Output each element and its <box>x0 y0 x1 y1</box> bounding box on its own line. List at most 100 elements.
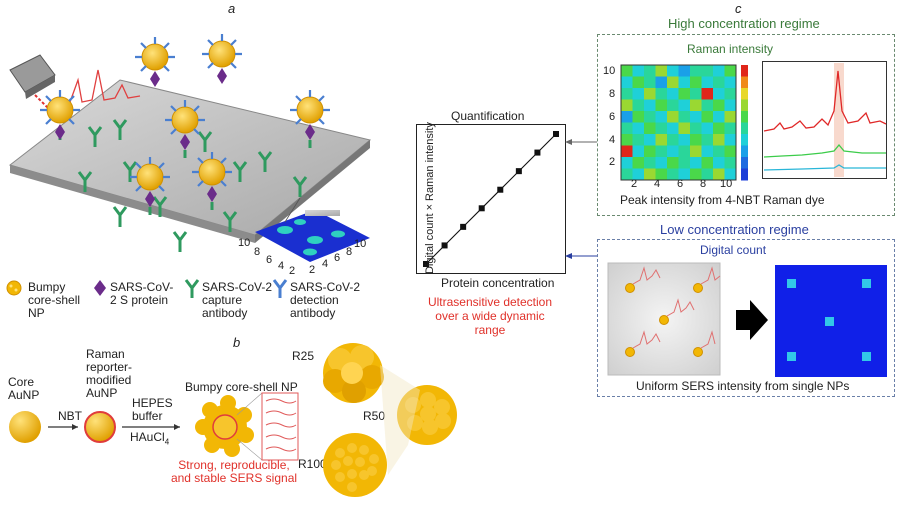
colorbar-segment <box>741 145 748 158</box>
r100-np-icon <box>323 433 387 497</box>
chart-data-point <box>497 186 504 193</box>
heatmap-cell <box>655 88 667 100</box>
colorbar-segment <box>741 99 748 112</box>
heatmap-cell <box>667 168 679 180</box>
chart-data-point <box>460 223 467 230</box>
heatmap-cell <box>713 134 725 146</box>
heatmap-cell <box>678 157 690 169</box>
heatmap-cell <box>667 99 679 111</box>
raman-spectra-plot <box>762 61 887 179</box>
heatmap-cell <box>713 65 725 77</box>
colorbar-segment <box>741 134 748 146</box>
heatmap-cell <box>655 134 667 146</box>
colorbar-segment <box>741 168 748 181</box>
bumpy-np-cross-section-icon <box>195 395 254 457</box>
heatmap-cell <box>713 99 725 111</box>
heatmap-x-tick: 4 <box>654 178 661 190</box>
heatmap-tick: 8 <box>346 246 353 258</box>
heatmap-cell <box>690 76 702 88</box>
heatmap-cell <box>724 134 736 146</box>
heatmap-cell <box>678 134 690 146</box>
heatmap-cell <box>644 111 656 123</box>
s-protein-icon <box>94 280 106 296</box>
heatmap-cell <box>678 168 690 180</box>
heatmap-cell <box>690 168 702 180</box>
heatmap-tick: 4 <box>278 260 285 272</box>
heatmap-cell <box>667 134 679 146</box>
heatmap-cell <box>644 99 656 111</box>
heatmap-cell <box>678 88 690 100</box>
colorbar-segment <box>741 76 748 89</box>
detection-antibody-icon <box>272 279 288 298</box>
heatmap-cell <box>713 76 725 88</box>
heatmap-cell <box>621 76 633 88</box>
connector-arrows <box>565 139 597 259</box>
laser-detector-icon <box>9 54 61 121</box>
heatmap-cell <box>678 111 690 123</box>
heatmap-cell <box>701 168 713 180</box>
heatmap-cell <box>690 122 702 134</box>
chart-data-point <box>534 149 541 156</box>
heatmap-cell <box>724 111 736 123</box>
heatmap-cell <box>678 65 690 77</box>
colorbar-segment <box>741 88 748 100</box>
heatmap-tick: 8 <box>254 246 261 258</box>
heatmap-cell <box>724 157 736 169</box>
heatmap-cell <box>713 88 725 100</box>
heatmap-cell <box>724 65 736 77</box>
heatmap-cell <box>690 88 702 100</box>
size-r50: R50 <box>363 409 386 423</box>
arrow-right-icon <box>736 300 768 340</box>
raman-intensity-title: Raman intensity <box>687 42 774 56</box>
heatmap-cell <box>713 168 725 180</box>
heatmap-cell <box>621 168 633 180</box>
heatmap-cell <box>667 111 679 123</box>
heatmap-cell <box>724 122 736 134</box>
heatmap-cell <box>644 145 656 157</box>
heatmap-cell <box>678 122 690 134</box>
heatmap-cell <box>644 88 656 100</box>
heatmap-tick: 4 <box>322 258 329 270</box>
legend-detection-antibody: SARS-CoV-2 detection antibody <box>290 280 361 320</box>
heatmap-cell <box>621 99 633 111</box>
colorbar-segment <box>741 65 748 77</box>
heatmap-tick: 10 <box>354 238 367 250</box>
heatmap-y-tick: 10 <box>603 65 616 77</box>
heatmap-cell <box>678 145 690 157</box>
heatmap-cell <box>621 122 633 134</box>
step-hepes: HEPES buffer <box>132 396 173 423</box>
capture-antibody-icon <box>184 279 200 298</box>
heatmap-cell <box>724 145 736 157</box>
heatmap-cell <box>632 122 644 134</box>
legend-capture-antibody: SARS-CoV-2 capture antibody <box>202 280 273 320</box>
zoom-inset <box>236 392 299 461</box>
heatmap-cell <box>632 134 644 146</box>
low-regime-box <box>597 239 895 397</box>
heatmap-cell <box>655 168 667 180</box>
heatmap-cell <box>667 65 679 77</box>
heatmap-cell <box>701 122 713 134</box>
heatmap-cell <box>632 99 644 111</box>
heatmap-cell <box>701 88 713 100</box>
heatmap-cell <box>632 76 644 88</box>
raman-aunp-icon <box>84 411 116 443</box>
heatmap-cell <box>724 88 736 100</box>
heatmap-cell <box>621 134 633 146</box>
heatmap-x-tick: 8 <box>700 178 707 190</box>
heatmap-cell <box>667 145 679 157</box>
heatmap-x-tick: 2 <box>631 178 638 190</box>
heatmap-cell <box>667 88 679 100</box>
chart-xlabel: Protein concentration <box>441 276 555 290</box>
heatmap-cell <box>690 111 702 123</box>
r50-np-icon <box>397 385 457 445</box>
heatmap-cell <box>701 76 713 88</box>
heatmap-cell <box>621 88 633 100</box>
chart-data-point <box>441 242 448 249</box>
heatmap-cell <box>690 157 702 169</box>
heatmap-cell <box>701 145 713 157</box>
digital-count-illustration <box>607 262 887 377</box>
colorbar-segment <box>741 111 748 123</box>
high-regime-box <box>597 34 895 216</box>
heatmap-cell <box>690 134 702 146</box>
heatmap-cell <box>644 65 656 77</box>
